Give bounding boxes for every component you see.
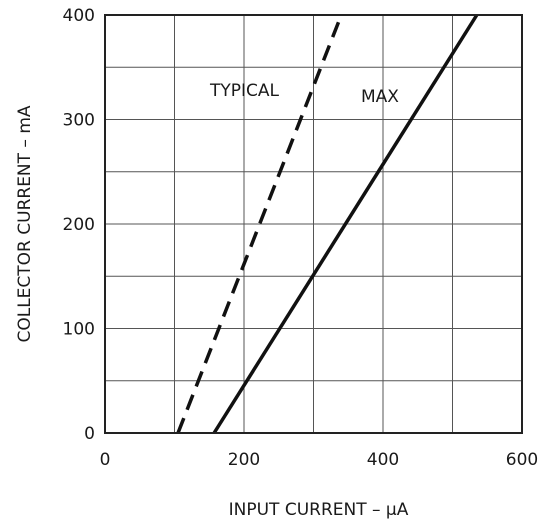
plot-frame (104, 14, 523, 434)
annotations: TYPICAL MAX (209, 81, 399, 107)
series-line-max (212, 14, 479, 434)
x-axis-label: INPUT CURRENT – μA (229, 500, 409, 520)
y-tick-label: 100 (63, 320, 95, 340)
x-tick-label: 200 (228, 450, 260, 470)
y-tick-label: 200 (63, 215, 95, 235)
y-tick-label: 0 (84, 424, 95, 444)
series-layer (176, 14, 479, 434)
annotation-max: MAX (361, 87, 399, 107)
tick-labels: 0 200 400 600 0 100 200 300 400 (63, 6, 539, 470)
x-tick-label: 400 (367, 450, 399, 470)
annotation-typical: TYPICAL (209, 81, 280, 101)
y-axis-label: COLLECTOR CURRENT – mA (15, 105, 35, 342)
y-tick-label: 300 (63, 111, 95, 131)
y-tick-label: 400 (63, 6, 95, 26)
grid (105, 15, 522, 433)
x-tick-label: 600 (506, 450, 538, 470)
x-tick-label: 0 (100, 450, 111, 470)
